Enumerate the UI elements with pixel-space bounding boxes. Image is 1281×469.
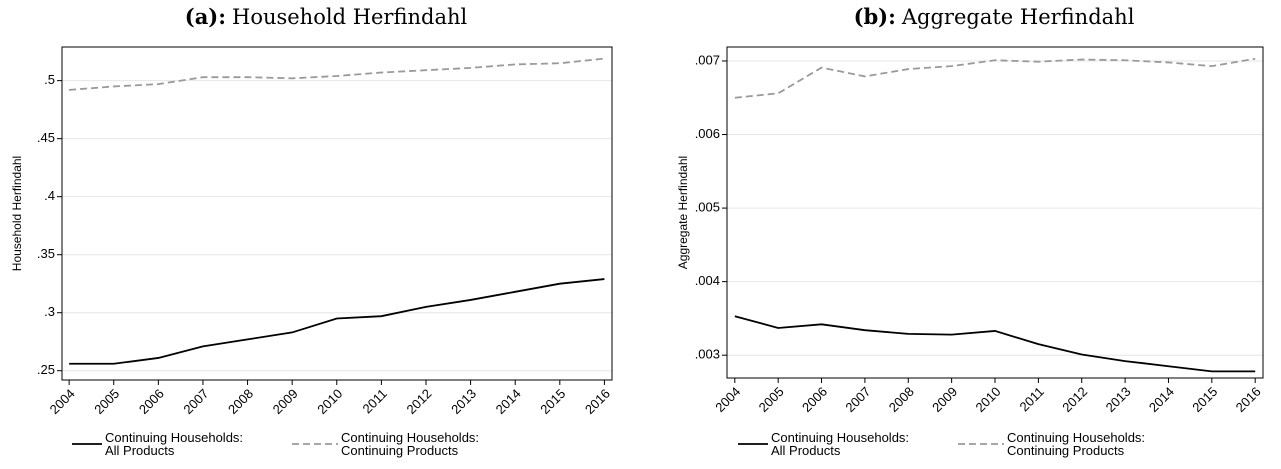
y-tick-label: .5	[44, 72, 55, 87]
data-line	[69, 57, 605, 91]
x-tick-label: 2016	[582, 386, 613, 417]
data-line	[734, 57, 1256, 99]
title-text: Household Herfindahl	[232, 5, 467, 29]
x-tick-label: 2007	[842, 384, 873, 415]
panel-label: (a):	[185, 4, 226, 29]
y-tick-label: .003	[695, 347, 720, 362]
y-tick-label: .006	[695, 126, 720, 141]
data-line	[734, 315, 1256, 373]
title-text: Aggregate Herfindahl	[901, 5, 1135, 29]
panel-label: (b):	[854, 4, 896, 29]
x-tick-label: 2015	[1189, 384, 1220, 415]
plot-frame	[61, 46, 613, 381]
y-tick-label: .007	[695, 52, 720, 67]
x-tick-label: 2014	[1146, 384, 1177, 415]
x-tick-label: 2009	[929, 384, 960, 415]
legend-label: Continuing Households: All Products	[105, 430, 244, 458]
x-tick-label: 2009	[270, 386, 301, 417]
x-tick-label: 2010	[314, 386, 345, 417]
chart-title: (a): Household Herfindahl	[185, 4, 468, 29]
x-tick-label: 2004	[712, 384, 743, 415]
x-tick-label: 2012	[403, 386, 434, 417]
x-tick-label: 2006	[136, 386, 167, 417]
data-line	[69, 278, 605, 365]
y-tick-label: .25	[37, 362, 55, 377]
x-tick-label: 2004	[47, 386, 78, 417]
y-tick-label: .3	[44, 304, 55, 319]
plot-frame	[726, 46, 1264, 379]
x-tick-label: 2011	[1017, 384, 1047, 414]
x-tick-label: 2005	[91, 386, 122, 417]
x-tick-label: 2013	[448, 386, 479, 417]
legend-label: Continuing Households: All Products	[771, 430, 910, 458]
y-tick-label: .45	[37, 130, 55, 145]
x-tick-label: 2013	[1103, 384, 1134, 415]
legend-label: Continuing Households: Continuing Produc…	[341, 430, 480, 458]
x-tick-label: 2006	[799, 384, 830, 415]
x-tick-label: 2011	[360, 386, 390, 416]
x-tick-label: 2008	[225, 386, 256, 417]
x-tick-label: 2005	[756, 384, 787, 415]
x-tick-label: 2015	[537, 386, 568, 417]
y-tick-label: .35	[37, 246, 55, 261]
y-axis-label: Household Herfindahl	[10, 156, 24, 271]
legend-label: Continuing Households: Continuing Produc…	[1007, 430, 1146, 458]
y-tick-label: .004	[695, 273, 720, 288]
x-tick-label: 2008	[886, 384, 917, 415]
x-tick-label: 2012	[1059, 384, 1090, 415]
chart-title: (b): Aggregate Herfindahl	[854, 4, 1135, 29]
x-tick-label: 2010	[972, 384, 1003, 415]
y-tick-label: .4	[44, 188, 55, 203]
y-tick-label: .005	[695, 200, 720, 215]
x-tick-label: 2016	[1233, 384, 1264, 415]
x-tick-label: 2007	[180, 386, 211, 417]
y-axis-label: Aggregate Herfindahl	[676, 156, 690, 269]
x-tick-label: 2014	[493, 386, 524, 417]
